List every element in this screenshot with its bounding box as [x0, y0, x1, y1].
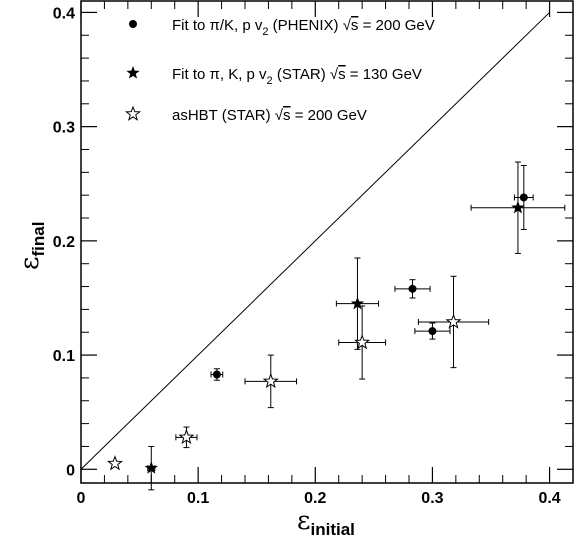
series-circle [210, 164, 534, 381]
axes: 0 0.1 0.2 0.3 0.4 0 0.1 0.2 0.3 0.4 εinitial εfinal [15, 0, 574, 539]
x-tick-label: 0.1 [187, 490, 209, 507]
legend-item: asHBT (STAR) √s = 200 GeV [124, 105, 367, 124]
data-point [408, 284, 417, 293]
legend-marker [126, 66, 140, 79]
y-tick-label: 0.1 [53, 348, 75, 365]
x-tick-label: 0 [77, 490, 86, 507]
data-point [350, 296, 365, 310]
data-point [178, 428, 195, 445]
legend-label: asHBT (STAR) √s = 200 GeV [172, 107, 367, 124]
data-point [262, 372, 279, 389]
legend-marker [129, 20, 137, 28]
y-tick-label: 0.2 [53, 234, 75, 251]
reference-line [80, 12, 550, 470]
x-axis-title: εinitial [297, 506, 355, 539]
data-point [519, 193, 528, 202]
y-tick-label: 0.3 [53, 120, 75, 137]
data-point [106, 455, 124, 471]
y-tick-label: 0.4 [53, 5, 75, 22]
y-tick-label: 0 [66, 462, 75, 479]
data-point [445, 313, 462, 329]
legend: Fit to π/K, p v2 (PHENIX) √s = 200 GeV Fi… [124, 17, 435, 124]
legend-label: Fit to π, K, p v2 (STAR) √s = 130 GeV [172, 66, 422, 87]
legend-item: Fit to π/K, p v2 (PHENIX) √s = 200 GeV [129, 17, 435, 38]
data-point [511, 200, 525, 214]
x-tick-label: 0.4 [538, 490, 560, 507]
data-point [354, 334, 371, 350]
legend-label: Fit to π/K, p v2 (PHENIX) √s = 200 GeV [172, 17, 435, 38]
plot-area [80, 12, 566, 491]
series-star-open [106, 275, 490, 471]
y-axis-title: εfinal [15, 222, 48, 270]
plot-frame [80, 0, 574, 484]
data-point [212, 370, 221, 379]
data-point [428, 327, 437, 336]
legend-item: Fit to π, K, p v2 (STAR) √s = 130 GeV [126, 66, 422, 87]
legend-marker [124, 105, 142, 121]
series-star-filled [144, 161, 566, 491]
x-tick-label: 0.3 [421, 490, 443, 507]
x-tick-label: 0.2 [304, 490, 326, 507]
data-point [144, 461, 158, 474]
